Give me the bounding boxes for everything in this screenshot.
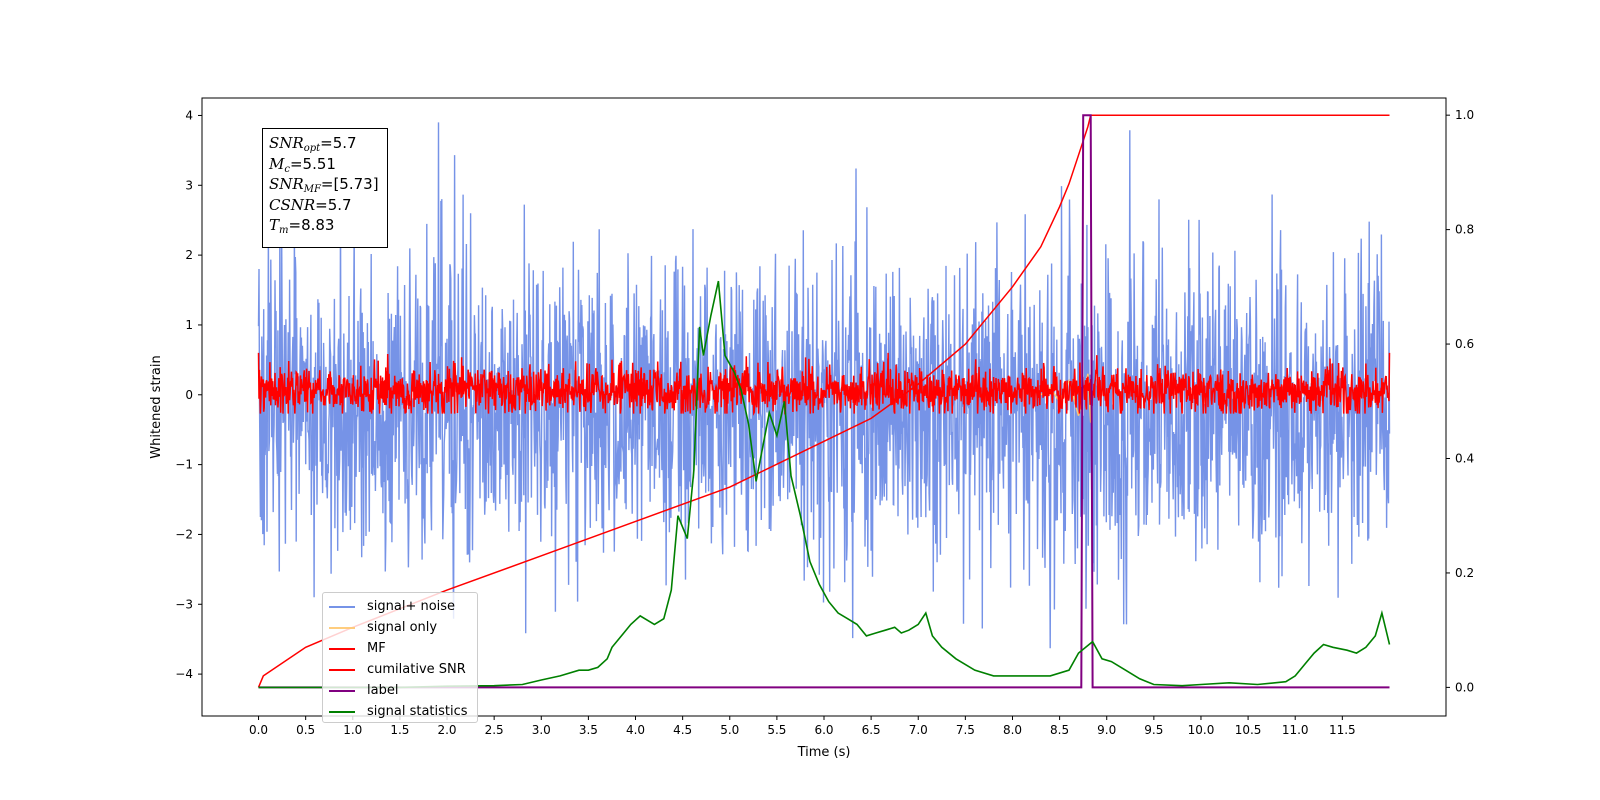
legend-item: MF — [329, 638, 471, 659]
legend-item: cumilative SNR — [329, 659, 471, 680]
legend-swatch — [329, 626, 355, 629]
legend-swatch — [329, 647, 355, 650]
x-tick-label: 3.0 — [532, 723, 551, 737]
y-tick-label: 3 — [185, 178, 193, 192]
annotation-snr-mf: SNRMF=[5.73] — [269, 175, 379, 195]
series-label-line — [258, 114, 1390, 689]
x-tick-label: 9.0 — [1097, 723, 1116, 737]
x-axis-label: Time (s) — [797, 745, 851, 760]
legend-label: signal+ noise — [367, 599, 456, 614]
x-tick-label: 10.0 — [1188, 723, 1215, 737]
legend-label: signal only — [367, 620, 438, 635]
x-tick-label: 6.5 — [862, 723, 881, 737]
annotation-mc: Mc=5.51 — [269, 154, 336, 175]
legend-label: label — [367, 683, 399, 698]
x-tick-label: 5.5 — [767, 723, 786, 737]
annotation-tm: Tm=8.83 — [269, 216, 335, 236]
legend-swatch — [329, 689, 355, 692]
x-tick-label: 7.0 — [909, 723, 928, 737]
legend-swatch — [329, 668, 355, 671]
y2-tick-label: 0.0 — [1455, 680, 1474, 694]
x-tick-label: 2.5 — [485, 723, 504, 737]
annotation-box: SNRopt=5.7 Mc=5.51 SNRMF=[5.73] CSNR=5.7… — [262, 128, 388, 248]
legend: signal+ noise signal only MF cumilative SNR… — [322, 592, 478, 723]
x-tick-label: 2.0 — [437, 723, 456, 737]
x-tick-label: 8.0 — [1003, 723, 1022, 737]
x-tick-label: 5.0 — [720, 723, 739, 737]
y2-ticks: 1.0 0.8 0.6 0.4 0.2 0.0 — [1446, 108, 1474, 694]
y-tick-label: −1 — [175, 458, 193, 472]
annotation-csnr: CSNR=5.7 — [269, 195, 352, 214]
legend-item: signal+ noise — [329, 596, 471, 617]
x-tick-label: 0.5 — [296, 723, 315, 737]
y-tick-label: −3 — [175, 597, 193, 611]
x-tick-label: 0.0 — [249, 723, 268, 737]
x-tick-label: 4.0 — [626, 723, 645, 737]
y-tick-label: 2 — [185, 248, 193, 262]
x-tick-label: 8.5 — [1050, 723, 1069, 737]
y-ticks: 4 3 2 1 0 −1 −2 −3 −4 — [175, 108, 202, 681]
y-tick-label: −4 — [175, 667, 193, 681]
y2-tick-label: 1.0 — [1455, 108, 1474, 122]
series-signal-statistics-line — [258, 280, 1391, 689]
x-tick-label: 1.5 — [390, 723, 409, 737]
y2-tick-label: 0.6 — [1455, 337, 1474, 351]
series-signal-noise-line — [257, 122, 1391, 649]
legend-label: signal statistics — [367, 704, 468, 719]
legend-swatch — [329, 605, 355, 608]
x-tick-label: 3.5 — [579, 723, 598, 737]
x-tick-label: 11.0 — [1282, 723, 1309, 737]
x-tick-label: 1.0 — [343, 723, 362, 737]
y-tick-label: 0 — [185, 388, 193, 402]
legend-item: signal statistics — [329, 701, 471, 722]
y2-tick-label: 0.8 — [1455, 223, 1474, 237]
legend-item: label — [329, 680, 471, 701]
series-mf-line — [257, 352, 1391, 416]
y-tick-label: −2 — [175, 527, 193, 541]
y-tick-label: 1 — [185, 318, 193, 332]
x-tick-label: 6.0 — [814, 723, 833, 737]
series-signal-only-line — [1040, 373, 1092, 423]
x-ticks: 0.0 0.5 1.0 1.5 2.0 2.5 3.0 3.5 4.0 4.5 5.0 5.5 6.0 6… — [249, 716, 1356, 737]
x-tick-label: 11.5 — [1329, 723, 1356, 737]
y-axis-label: Whitened strain — [149, 355, 164, 458]
x-tick-label: 7.5 — [956, 723, 975, 737]
y2-tick-label: 0.4 — [1455, 452, 1474, 466]
x-tick-label: 9.5 — [1144, 723, 1163, 737]
y-tick-label: 4 — [185, 108, 193, 122]
legend-item: signal only — [329, 617, 471, 638]
x-tick-label: 4.5 — [673, 723, 692, 737]
legend-label: MF — [367, 641, 386, 656]
legend-label: cumilative SNR — [367, 662, 466, 677]
legend-swatch — [329, 710, 355, 713]
x-tick-label: 10.5 — [1235, 723, 1262, 737]
annotation-snr-opt: SNRopt=5.7 — [269, 134, 357, 154]
y2-tick-label: 0.2 — [1455, 566, 1474, 580]
